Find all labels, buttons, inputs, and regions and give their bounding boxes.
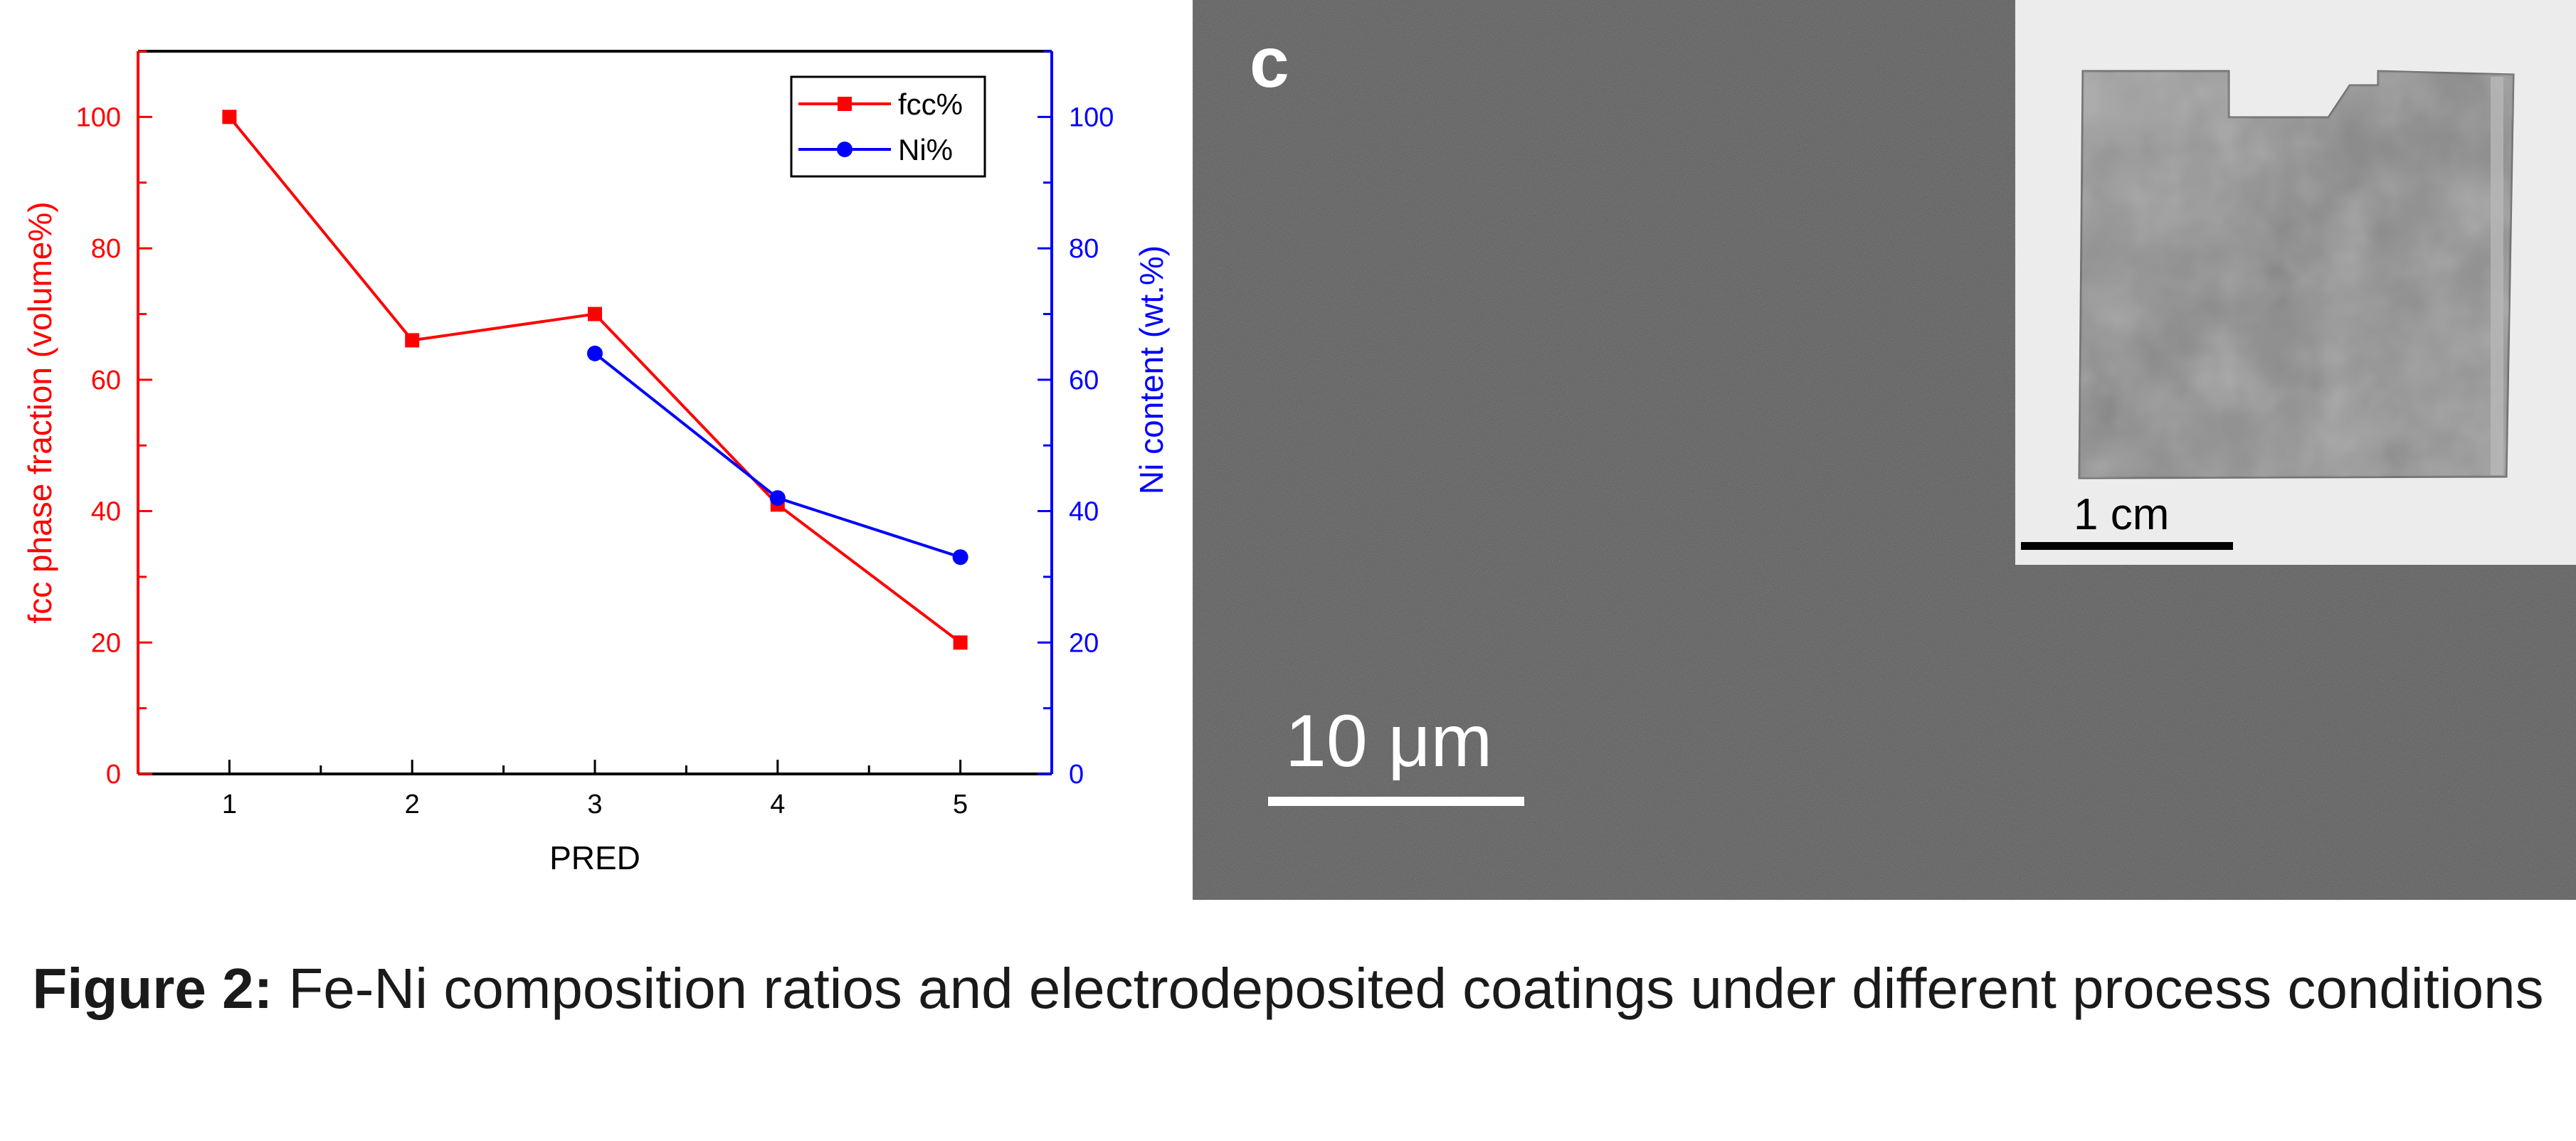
x-tick-label: 1 <box>222 790 237 819</box>
caption-label: Figure 2: <box>32 957 273 1020</box>
panel-letter: c <box>1250 23 1289 102</box>
legend-marker <box>837 142 852 157</box>
right-y-tick-label: 60 <box>1069 366 1099 396</box>
data-point <box>588 307 602 322</box>
inset-scale-bar-label: 1 cm <box>2074 490 2170 539</box>
right-y-tick-label: 80 <box>1069 234 1099 264</box>
data-point <box>405 333 420 348</box>
sample-photo-inset: 1 cm <box>2015 0 2576 565</box>
x-axis-label: PRED <box>549 839 640 876</box>
caption-text: Fe-Ni composition ratios and electrodepo… <box>273 957 2544 1020</box>
right-y-tick-label: 100 <box>1069 102 1114 132</box>
scale-bar-label: 10 μm <box>1285 700 1493 782</box>
x-tick-label: 2 <box>405 790 420 819</box>
series-line-fcc <box>228 116 961 644</box>
right-y-tick-label: 0 <box>1069 760 1084 790</box>
right-y-tick-label: 40 <box>1069 497 1099 527</box>
left-y-tick-label: 80 <box>91 234 121 264</box>
figure-caption: Figure 2: Fe-Ni composition ratios and e… <box>0 946 2576 1031</box>
coating-sample-photo <box>2015 0 2576 565</box>
left-y-tick-label: 60 <box>91 366 121 396</box>
dual-axis-line-chart: 0 20 40 60 80 100 0 20 40 60 80 100 1 2 3 4 5 PRED fcc pha… <box>21 50 1170 876</box>
data-point <box>222 110 237 124</box>
sem-micrograph-panel: c 10 μm <box>1193 0 2576 900</box>
left-y-tick-label: 100 <box>76 102 121 132</box>
legend-label: fcc% <box>898 87 963 121</box>
legend-label: Ni% <box>898 133 953 166</box>
left-y-tick-label: 0 <box>106 760 121 790</box>
left-y-tick-label: 40 <box>91 497 121 527</box>
legend-marker <box>838 97 852 111</box>
data-point <box>587 345 603 361</box>
scale-bar <box>1268 797 1524 806</box>
right-y-tick-label: 20 <box>1069 628 1099 658</box>
left-y-axis-label: fcc phase fraction (volume%) <box>21 201 58 623</box>
series-line-ni <box>593 352 961 559</box>
x-tick-label: 5 <box>953 790 968 819</box>
x-tick-label: 3 <box>587 790 602 819</box>
left-y-tick-label: 20 <box>91 628 121 658</box>
inset-scale-bar <box>2021 542 2233 550</box>
x-tick-label: 4 <box>770 790 785 819</box>
data-point <box>953 635 968 650</box>
data-point <box>952 549 968 566</box>
right-y-axis-label: Ni content (wt.%) <box>1133 245 1170 494</box>
legend-box <box>790 75 986 178</box>
data-point <box>769 490 786 506</box>
chart-legend: fcc% Ni% <box>790 75 986 178</box>
